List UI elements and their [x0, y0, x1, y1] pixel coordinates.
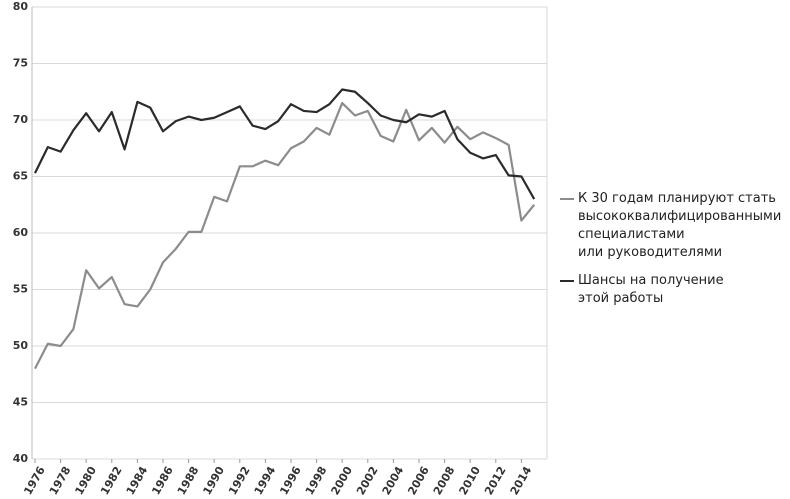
y-tick-label: 80 — [13, 0, 29, 13]
legend-entry: К 30 годам планируют стать высококвалифи… — [560, 190, 788, 262]
x-tick-label: 2004 — [380, 464, 407, 497]
legend: К 30 годам планируют стать высококвалифи… — [560, 190, 788, 318]
x-tick-label: 2012 — [482, 464, 509, 497]
x-tick-label: 1998 — [303, 464, 330, 497]
x-tick-label: 1994 — [252, 464, 279, 497]
x-tick-label: 2002 — [354, 464, 381, 497]
y-tick-label: 75 — [13, 57, 28, 70]
x-tick-label: 1988 — [175, 464, 202, 497]
x-tick-label: 1980 — [72, 464, 99, 497]
legend-swatch — [560, 280, 574, 282]
x-tick-label: 1976 — [21, 464, 48, 497]
y-tick-label: 65 — [13, 170, 28, 183]
x-tick-label: 2006 — [405, 464, 432, 497]
y-tick-label: 70 — [13, 113, 29, 126]
series-line — [34, 101, 536, 370]
x-tick-label: 2000 — [328, 464, 355, 497]
x-tick-label: 1982 — [98, 464, 125, 497]
x-tick-label: 1984 — [124, 464, 151, 497]
legend-swatch — [560, 198, 574, 200]
y-tick-label: 60 — [13, 226, 29, 239]
x-tick-label: 1992 — [226, 464, 253, 497]
x-tick-label: 1996 — [277, 464, 304, 497]
y-tick-label: 45 — [13, 396, 28, 409]
legend-label: К 30 годам планируют стать высококвалифи… — [578, 191, 782, 260]
x-tick-label: 2010 — [456, 464, 483, 497]
series-line — [34, 88, 536, 200]
x-tick-label: 1978 — [47, 464, 74, 497]
x-tick-label: 1990 — [200, 464, 227, 497]
y-tick-label: 50 — [13, 339, 29, 352]
x-tick-label: 1986 — [149, 464, 176, 497]
y-tick-label: 55 — [13, 283, 28, 296]
y-tick-label: 40 — [13, 452, 29, 465]
x-tick-label: 2014 — [508, 464, 535, 497]
legend-entry: Шансы на получение этой работы — [560, 272, 788, 308]
x-tick-label: 2008 — [431, 464, 458, 497]
legend-label: Шансы на получение этой работы — [578, 273, 724, 306]
